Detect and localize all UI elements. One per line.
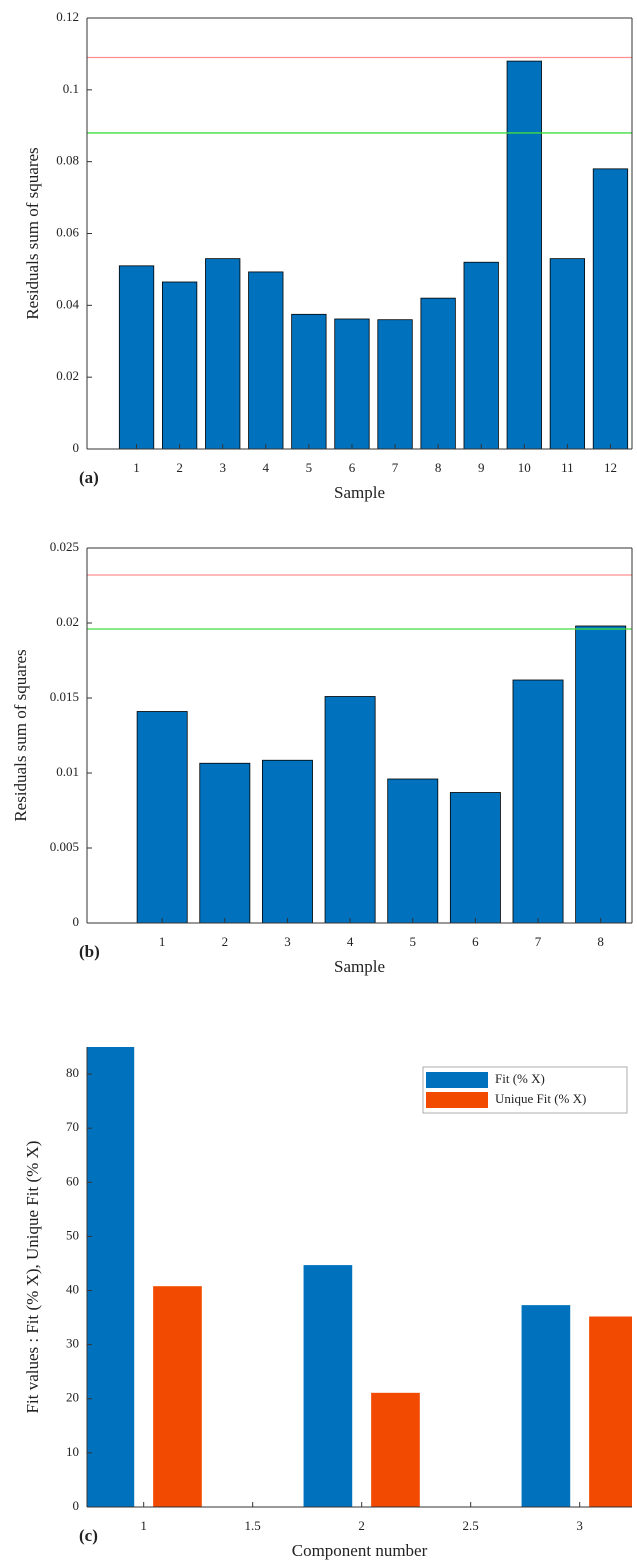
y-tick-label: 0.12 [56,9,79,24]
bar [87,1047,135,1507]
y-axis-label: Residuals sum of squares [11,649,30,821]
x-tick-label: 9 [478,460,485,475]
x-tick-label: 1.5 [245,1518,261,1533]
bar [506,60,542,449]
panel-label: (c) [79,1526,98,1545]
y-tick-label: 0 [73,1498,80,1513]
bar [449,792,501,923]
legend-label: Fit (% X) [495,1071,545,1086]
plot-area [87,1047,632,1507]
bar [371,1392,420,1507]
panel-label: (a) [79,468,99,487]
bar [205,258,241,449]
bar [248,271,284,449]
bar [549,258,586,449]
bar [387,778,439,923]
x-tick-label: 1 [159,934,166,949]
bar [592,168,629,449]
x-tick-label: 1 [140,1518,147,1533]
bar [199,762,251,923]
y-tick-label: 0.06 [56,224,79,239]
x-tick-label: 6 [472,934,479,949]
x-tick-label: 7 [392,460,399,475]
bar [377,319,413,449]
x-tick-label: 3 [576,1518,583,1533]
x-tick-label: 1 [133,460,140,475]
bar [153,1286,202,1507]
y-tick-label: 10 [66,1444,79,1459]
bar [324,696,376,923]
legend-swatch [426,1072,488,1088]
x-tick-label: 2 [222,934,229,949]
legend-swatch [426,1092,488,1108]
y-tick-label: 0.025 [50,539,79,554]
x-axis-label: Sample [334,957,385,976]
y-tick-label: 0.01 [56,764,79,779]
bar [521,1305,571,1507]
bar [161,281,198,449]
x-tick-label: 2.5 [463,1518,479,1533]
y-tick-label: 80 [66,1065,79,1080]
x-tick-label: 3 [284,934,291,949]
x-tick-label: 5 [306,460,313,475]
y-tick-label: 70 [66,1119,79,1134]
y-tick-label: 0 [73,440,80,455]
y-tick-label: 50 [66,1227,79,1242]
y-tick-label: 0.02 [56,614,79,629]
y-tick-label: 0.1 [63,81,79,96]
bar [420,297,456,449]
y-tick-label: 0.08 [56,153,79,168]
y-tick-label: 40 [66,1282,79,1297]
x-tick-label: 4 [263,460,270,475]
y-tick-label: 0.005 [50,839,79,854]
plot-area [87,574,632,923]
x-tick-label: 11 [561,460,574,475]
y-tick-label: 0 [73,914,80,929]
x-tick-label: 12 [604,460,617,475]
x-axis-label: Component number [292,1541,428,1560]
x-axis-label: Sample [334,483,385,502]
bar [589,1316,632,1507]
x-tick-label: 2 [176,460,183,475]
x-tick-label: 8 [597,934,604,949]
bar [262,759,313,923]
chart: 0 0.005 0.01 0.015 0.02 0.025 1 2 3 4 5 6 7 8 Sample Re… [11,539,633,976]
y-tick-label: 30 [66,1336,79,1351]
bar [118,265,155,449]
x-tick-label: 10 [518,460,531,475]
panel-label: (b) [79,942,100,961]
chart: 0 10 20 30 40 50 60 70 80 1 1.5 2 2.5 3 Component numb… [23,1047,632,1560]
bar [136,711,188,923]
legend-label: Unique Fit (% X) [495,1091,586,1106]
bar [334,318,370,449]
y-axis-label: Fit values : Fit (% X), Unique Fit (% X) [23,1141,42,1414]
x-tick-label: 7 [535,934,542,949]
bar [291,313,327,449]
chart: 00.020.040.060.080.10.121 2 3 4 5 6 7 8 9 10 11 12S… [23,9,633,502]
y-tick-label: 20 [66,1390,79,1405]
y-tick-label: 0.015 [50,689,79,704]
bar [303,1265,353,1507]
bar [512,679,564,923]
x-tick-label: 3 [219,460,226,475]
y-tick-label: 60 [66,1173,79,1188]
plot-area [87,56,632,449]
x-tick-label: 8 [435,460,442,475]
x-tick-label: 4 [347,934,354,949]
bar [463,261,499,449]
x-tick-label: 6 [349,460,356,475]
y-tick-label: 0.02 [56,368,79,383]
x-tick-label: 5 [409,934,416,949]
x-tick-label: 2 [358,1518,365,1533]
bar [575,625,627,923]
y-axis-label: Residuals sum of squares [23,147,42,319]
y-tick-label: 0.04 [56,296,79,311]
